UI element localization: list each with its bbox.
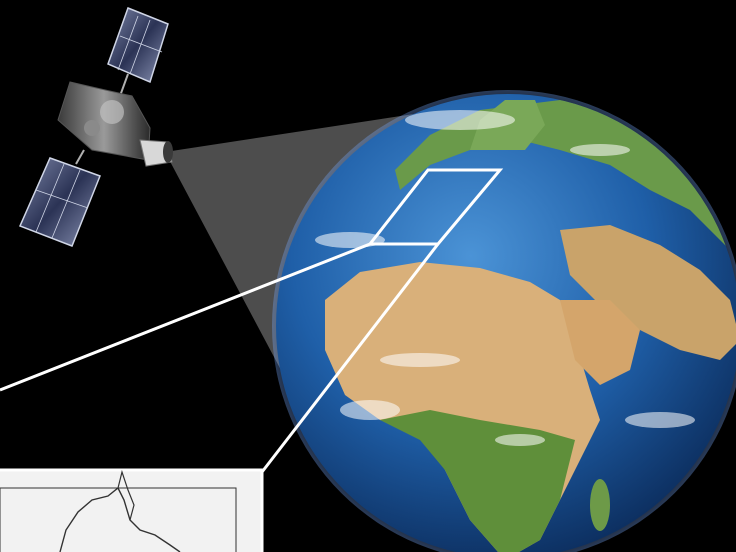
satellite-icon xyxy=(18,7,173,247)
solar-panel-upper xyxy=(107,7,169,84)
solar-panel-lower xyxy=(18,157,101,247)
asia-landmass xyxy=(560,225,736,360)
satellite-body xyxy=(57,81,151,161)
arabia-landmass xyxy=(560,300,640,385)
zoom-connector-left xyxy=(0,242,371,392)
zoom-connector-right xyxy=(260,243,440,473)
inset-coastline xyxy=(59,486,181,552)
madagascar-landmass xyxy=(590,479,610,531)
inset-river xyxy=(117,469,135,521)
zoomed-map-inset xyxy=(0,468,264,552)
africa-green-belt xyxy=(380,410,575,552)
earth-globe xyxy=(272,90,736,552)
cloud-cover xyxy=(315,110,695,446)
